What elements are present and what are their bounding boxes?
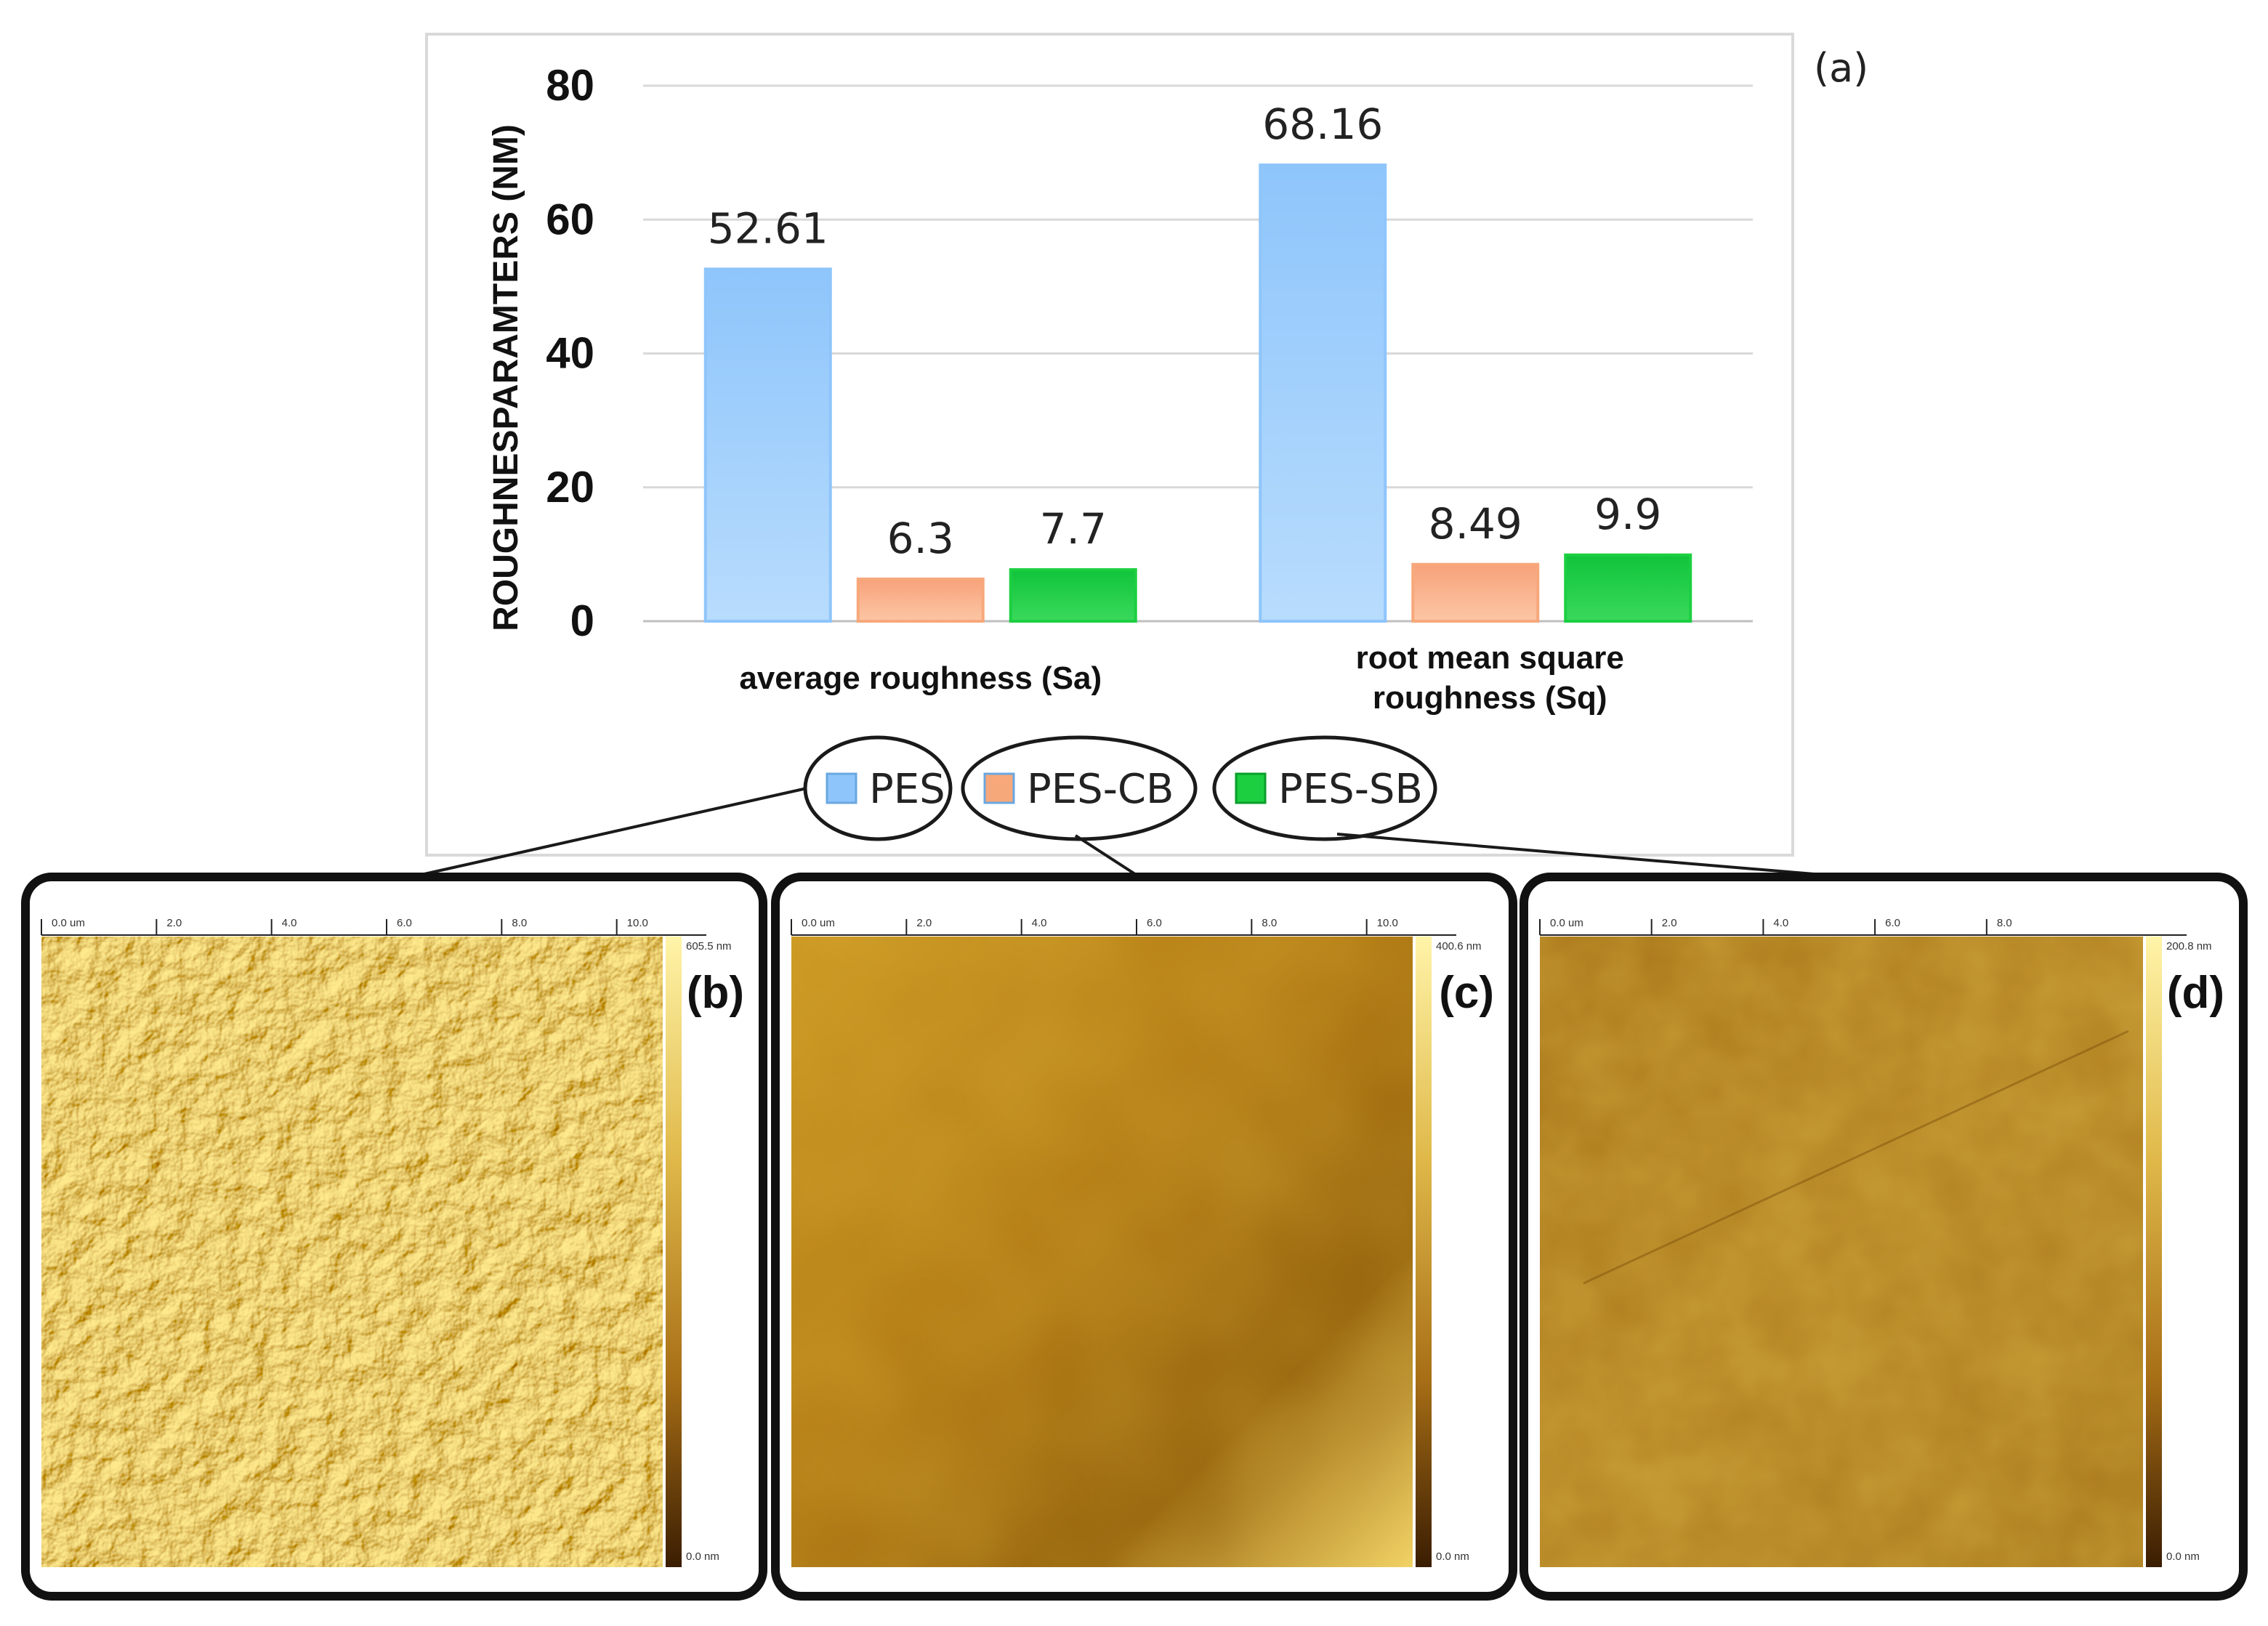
color-scale-bar — [666, 937, 682, 1567]
bar-pes-cb-2 — [1411, 562, 1540, 623]
scale-min-label: 0.0 nm — [686, 1550, 719, 1563]
scan-axis-label: 4.0 — [282, 917, 297, 929]
afm-panel-1: 0.0 um 2.0 4.0 6.0 8.0 10.0 605.5 nm 0.0 nm (b) — [21, 873, 767, 1601]
panel-tag: (d) — [2167, 968, 2224, 1018]
y-tick-label: 0 — [570, 596, 594, 645]
scan-axis-label: 0.0 um — [1550, 917, 1583, 929]
connector-lines — [417, 787, 1832, 877]
y-axis-label: ROUGHNESPARAMTERS (NM) — [487, 124, 525, 631]
legend-swatch — [826, 772, 857, 804]
bar-pes-sb-2 — [1564, 553, 1692, 623]
scan-axis-label: 2.0 — [166, 917, 182, 929]
y-tick-label: 60 — [546, 195, 594, 243]
data-label: 7.7 — [1040, 504, 1107, 554]
data-label: 8.49 — [1429, 499, 1522, 549]
y-tick-label: 20 — [546, 463, 594, 511]
scan-axis-label: 4.0 — [1032, 917, 1047, 929]
scale-max-label: 200.8 nm — [2166, 940, 2212, 952]
color-scale-bar — [1416, 937, 1432, 1567]
data-label: 9.9 — [1594, 490, 1661, 539]
figure-tag: (a) — [1814, 45, 1868, 91]
scale-max-label: 605.5 nm — [686, 940, 732, 952]
scale-min-label: 0.0 nm — [2166, 1550, 2200, 1563]
panel-tag: (b) — [687, 968, 744, 1018]
legend-label: PES-SB — [1278, 766, 1423, 813]
scale-min-label: 0.0 nm — [1436, 1550, 1469, 1563]
bar-pes-cb-1 — [856, 577, 985, 623]
scan-axis-label: 0.0 um — [52, 917, 85, 929]
afm-scratch — [1583, 1030, 2129, 1285]
legend-swatch — [983, 772, 1015, 804]
x-category-label: roughness (Sq) — [1373, 680, 1607, 716]
data-label: 68.16 — [1262, 100, 1383, 149]
scan-axis-label: 8.0 — [1997, 917, 2012, 929]
scan-axis-label: 6.0 — [397, 917, 412, 929]
color-scale-bar — [2146, 937, 2162, 1567]
bar-series: 52.61 6.3 7.7 68.16 8.49 9.9 — [703, 100, 1692, 623]
scan-axis-label: 8.0 — [512, 917, 527, 929]
bar-pes-1 — [703, 267, 832, 623]
afm-panel-3: 0.0 um 2.0 4.0 6.0 8.0 200.8 nm 0.0 nm (d) — [1520, 873, 2248, 1601]
x-category-label: average roughness (Sa) — [739, 660, 1102, 696]
legend-label: PES — [869, 766, 945, 813]
scan-axis-label: 2.0 — [916, 917, 932, 929]
scan-axis-label: 0.0 um — [802, 917, 835, 929]
y-tick-label: 40 — [546, 329, 594, 378]
scan-axis-label: 6.0 — [1885, 917, 1900, 929]
scale-max-label: 400.6 nm — [1436, 940, 1482, 952]
legend-label: PES-CB — [1027, 766, 1174, 813]
bar-pes-2 — [1259, 163, 1387, 623]
data-label: 52.61 — [708, 203, 828, 253]
afm-image-noise — [791, 937, 1413, 1567]
afm-image — [41, 937, 663, 1567]
bar-pes-sb-1 — [1009, 568, 1137, 623]
legend-swatch — [1235, 772, 1267, 804]
x-axis-categories: average roughness (Sa) root mean square ro… — [739, 640, 1624, 716]
x-category-label: root mean square — [1356, 640, 1624, 676]
afm-image-noise — [1540, 937, 2143, 1567]
y-axis-ticks: 0 20 40 60 80 — [546, 61, 594, 645]
afm-panel-2: 0.0 um 2.0 4.0 6.0 8.0 10.0 400.6 nm 0.0 nm (c) — [771, 873, 1517, 1601]
legend-item-pes-sb: PES-SB — [1212, 735, 1437, 841]
scan-axis-label: 10.0 — [627, 917, 648, 929]
scan-axis-label: 6.0 — [1147, 917, 1162, 929]
scan-axis-label: 4.0 — [1773, 917, 1788, 929]
scan-axis-label: 10.0 — [1377, 917, 1398, 929]
data-label: 6.3 — [887, 514, 954, 563]
legend-oval — [1212, 735, 1437, 841]
chart-frame — [425, 33, 1794, 857]
scan-axis-label: 8.0 — [1262, 917, 1277, 929]
panel-tag: (c) — [1439, 968, 1494, 1018]
scan-axis-label: 2.0 — [1662, 917, 1677, 929]
legend: PES PES-CB PES-SB — [803, 735, 1437, 841]
y-tick-label: 80 — [546, 61, 594, 110]
